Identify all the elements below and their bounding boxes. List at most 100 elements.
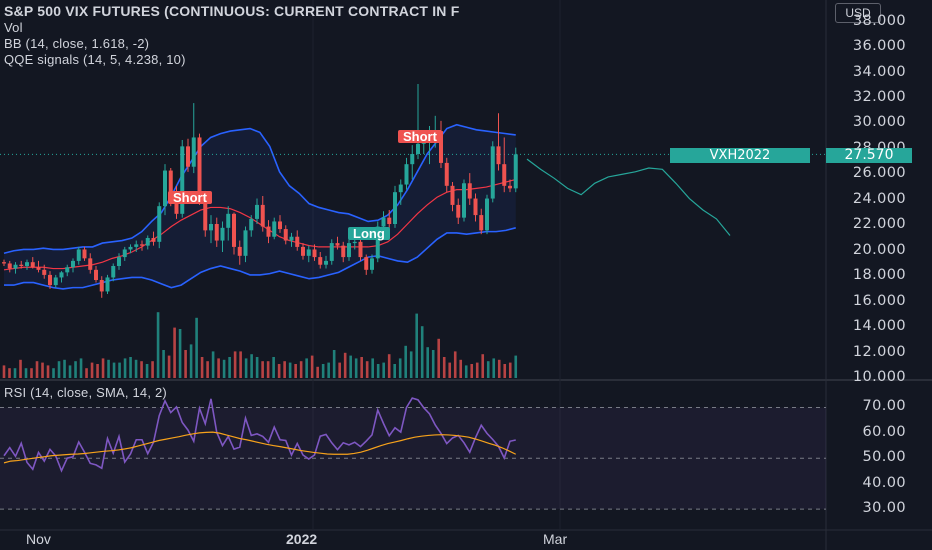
candle-body (226, 213, 231, 228)
volume-bar (68, 365, 72, 378)
volume-bar (41, 362, 44, 378)
candle-body (352, 241, 357, 244)
volume-bar (327, 362, 330, 378)
candle-body (53, 277, 58, 286)
volume-bar (129, 357, 132, 378)
volume-bar (206, 361, 209, 378)
price-tick: 38.000 (852, 12, 906, 29)
candle-body (36, 267, 41, 270)
time-tick: Nov (26, 531, 51, 547)
candle-body (71, 260, 75, 268)
candle-body (404, 164, 409, 185)
candle-body (82, 249, 87, 259)
volume-bar (464, 365, 468, 378)
candle-body (255, 204, 259, 219)
volume-bar (30, 368, 33, 378)
candle-body (329, 243, 334, 261)
candle-body (42, 269, 47, 275)
volume-bar (151, 361, 154, 378)
price-tick: 16.000 (852, 292, 906, 309)
candle-body (358, 241, 363, 258)
volume-bar (426, 347, 430, 378)
volume-bar (19, 359, 22, 378)
candle-body (513, 154, 518, 189)
volume-bar (250, 354, 253, 378)
legend-rsi: RSI (14, close, SMA, 14, 2) (4, 385, 167, 400)
candle-body (30, 262, 35, 268)
candle-body (462, 183, 466, 218)
bollinger-upper (3, 123, 516, 255)
candle-body (88, 258, 93, 270)
candle-body (456, 204, 461, 218)
symbol-badge: VXH2022 (670, 148, 810, 163)
volume-bar (266, 361, 270, 378)
candle-body (289, 236, 294, 241)
volume-bar (503, 364, 507, 378)
volume-bar (167, 355, 171, 378)
volume-bar (255, 357, 259, 378)
price-tick: 34.000 (852, 63, 906, 80)
volume-bar (497, 359, 501, 378)
volume-bar (145, 364, 149, 378)
candle-body (393, 192, 397, 224)
volume-bar (316, 366, 319, 378)
candle-body (341, 245, 346, 258)
volume-bar (404, 345, 407, 378)
volume-bar (453, 351, 457, 378)
candle-body (140, 244, 144, 246)
volume-bar (277, 364, 281, 378)
volume-bar (13, 368, 17, 378)
candle-body (168, 170, 173, 196)
candle-body (283, 229, 288, 241)
candle-body (25, 262, 29, 266)
candle-body (163, 170, 167, 207)
candle-body (186, 146, 190, 167)
rsi-ma-line (3, 431, 517, 464)
volume-bar (376, 364, 380, 378)
volume-bar (508, 362, 512, 378)
volume-bar (310, 355, 314, 378)
volume-bar (261, 361, 264, 378)
candle-body (272, 221, 277, 237)
candle-body (65, 267, 70, 273)
volume-bar (46, 365, 50, 378)
volume-bar (272, 357, 275, 378)
candle-body (2, 262, 6, 264)
candle-body (111, 266, 116, 278)
legend-vol: Vol (4, 20, 23, 35)
candle-body (174, 196, 179, 214)
candle-body (237, 246, 242, 256)
candle-body (416, 143, 420, 154)
candle-body (180, 146, 185, 214)
volume-bar (244, 358, 248, 378)
candle-body (381, 217, 386, 227)
candle-body (479, 215, 484, 231)
price-tick: 20.000 (852, 241, 906, 258)
price-tick: 26.000 (852, 165, 906, 182)
candle-body (7, 263, 12, 269)
volume-bar (8, 368, 11, 378)
candle-body (220, 227, 225, 241)
price-tick: 22.000 (852, 216, 906, 233)
candle-body (370, 258, 374, 270)
candle-body (444, 162, 449, 186)
volume-bar (90, 362, 94, 378)
volume-bar (52, 368, 55, 378)
candle-body (508, 185, 512, 189)
candle-body (145, 238, 150, 246)
candle-body (347, 243, 351, 258)
candle-body (214, 224, 219, 241)
volume-bar (442, 357, 446, 378)
volume-bar (360, 357, 363, 378)
candle-body (105, 277, 110, 292)
volume-bar (228, 357, 231, 378)
candle-body (467, 183, 472, 199)
volume-bar (79, 358, 83, 378)
volume-bar (35, 361, 39, 378)
currency-button[interactable]: USD (835, 3, 881, 23)
volume-bar (184, 350, 187, 378)
volume-bar (338, 362, 341, 378)
volume-bar (492, 358, 496, 378)
candle-body (128, 246, 133, 250)
